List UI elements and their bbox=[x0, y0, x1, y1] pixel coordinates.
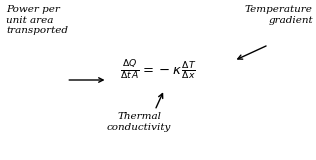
Text: $\frac{\Delta Q}{\Delta t\, A} = -\kappa\, \frac{\Delta T}{\Delta x}$: $\frac{\Delta Q}{\Delta t\, A} = -\kappa… bbox=[120, 59, 196, 82]
Text: Thermal
conductivity: Thermal conductivity bbox=[107, 112, 171, 132]
Text: Temperature
gradient: Temperature gradient bbox=[245, 5, 313, 24]
Text: Power per
unit area
transported: Power per unit area transported bbox=[6, 5, 68, 35]
